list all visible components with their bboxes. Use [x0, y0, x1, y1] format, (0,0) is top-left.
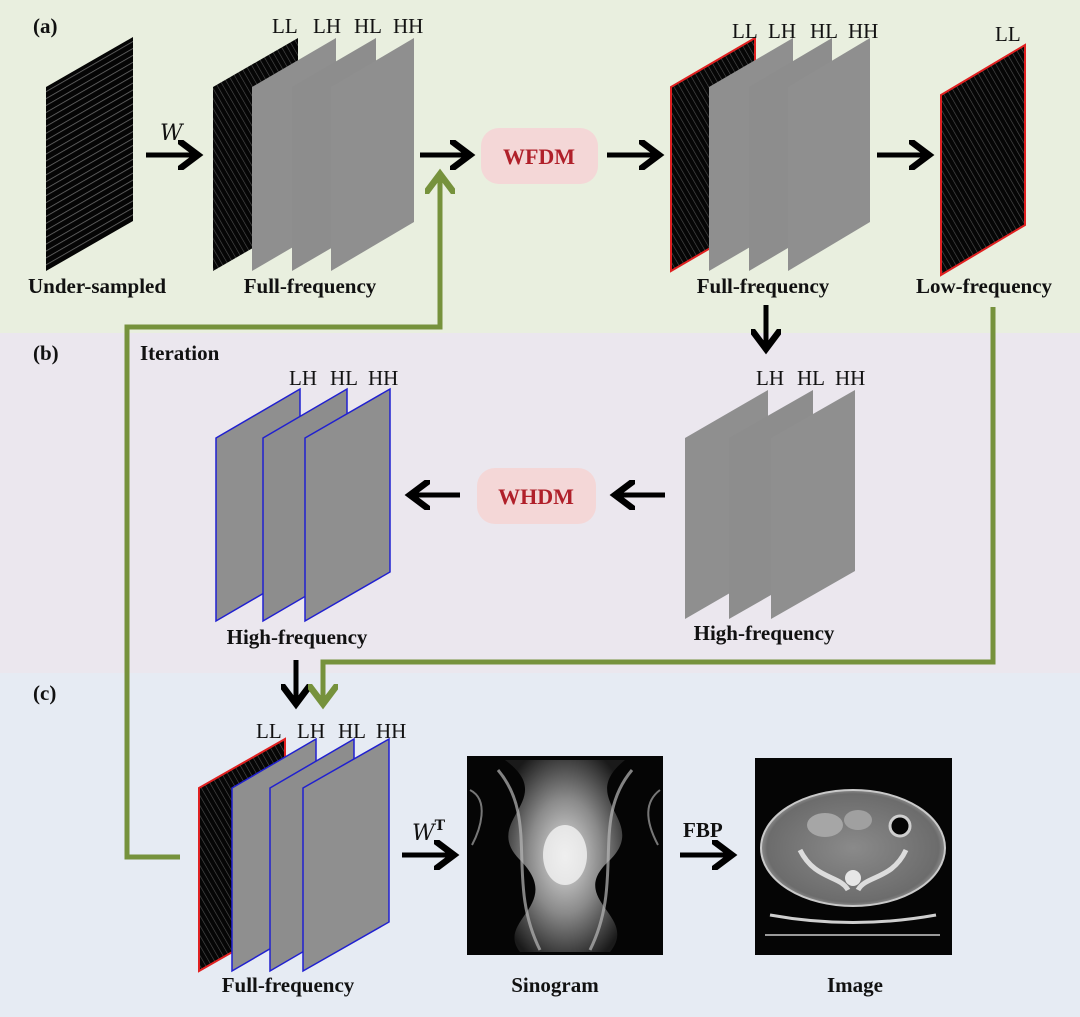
under-sampled-sinogram-slice	[46, 37, 133, 271]
low-frequency-caption: Low-frequency	[916, 274, 1053, 298]
full-frequency-caption-3: Full-frequency	[222, 973, 355, 997]
full-frequency-stack-2	[670, 36, 870, 273]
band-label-hl: HL	[338, 719, 366, 743]
band-label-lh: LH	[289, 366, 317, 390]
high-frequency-caption-left: High-frequency	[227, 625, 368, 649]
low-frequency-path-arrow	[323, 307, 996, 700]
band-label-hl: HL	[354, 14, 382, 38]
band-label-ll: LL	[256, 719, 282, 743]
low-frequency-slice	[940, 43, 1026, 277]
full-frequency-caption-1: Full-frequency	[244, 274, 377, 298]
band-label-hl: HL	[797, 366, 825, 390]
sinogram-image	[467, 756, 663, 955]
stack-3-band-labels: LL LH HL HH	[256, 719, 406, 743]
band-label-lh: LH	[756, 366, 784, 390]
iteration-label: Iteration	[140, 341, 220, 365]
stack-left-band-labels: LH HL HH	[289, 366, 398, 390]
whdm-module-box	[477, 468, 596, 524]
band-label-hh: HH	[848, 19, 878, 43]
band-label-lh: LH	[768, 19, 796, 43]
sinogram-caption: Sinogram	[511, 973, 599, 997]
under-sampled-caption: Under-sampled	[28, 274, 166, 298]
high-frequency-stack-right	[685, 390, 855, 619]
full-frequency-stack-3	[198, 737, 390, 973]
panel-a-label: (a)	[33, 14, 58, 38]
iteration-feedback-arrow	[124, 178, 440, 860]
stack-1-band-labels: LL LH HL HH	[272, 14, 423, 38]
wt-operator-label: WT	[412, 818, 446, 846]
wfdm-module-label: WFDM	[503, 144, 575, 169]
high-frequency-caption-right: High-frequency	[694, 621, 835, 645]
panel-c-label: (c)	[33, 681, 56, 705]
w-operator-label: W	[160, 121, 185, 146]
band-label-hh: HH	[835, 366, 865, 390]
band-label-ll: LL	[272, 14, 298, 38]
whdm-module-label: WHDM	[498, 484, 574, 509]
stack-right-band-labels: LH HL HH	[756, 366, 865, 390]
high-frequency-stack-left	[215, 387, 391, 623]
band-label-ll-low: LL	[995, 22, 1021, 46]
band-label-hh: HH	[368, 366, 398, 390]
stack-2-band-labels: LL LH HL HH	[732, 19, 878, 43]
band-label-ll: LL	[732, 19, 758, 43]
band-label-hl: HL	[810, 19, 838, 43]
full-frequency-stack-1	[213, 38, 414, 271]
band-label-hh: HH	[393, 14, 423, 38]
band-label-hh: HH	[376, 719, 406, 743]
panel-b-label: (b)	[33, 341, 59, 365]
image-caption: Image	[827, 973, 883, 997]
band-label-lh: LH	[313, 14, 341, 38]
ct-reconstructed-image	[755, 758, 952, 955]
band-label-lh: LH	[297, 719, 325, 743]
full-frequency-caption-2: Full-frequency	[697, 274, 830, 298]
fbp-operator-label: FBP	[683, 818, 723, 842]
band-label-hl: HL	[330, 366, 358, 390]
wfdm-module-box	[481, 128, 598, 184]
